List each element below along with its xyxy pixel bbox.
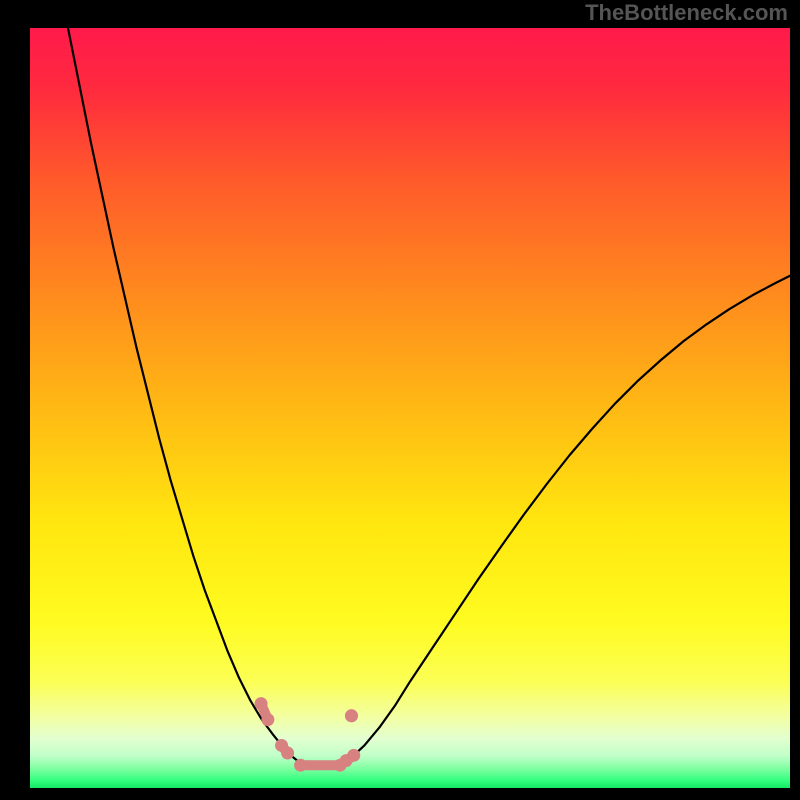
bottom-marker-cap	[261, 713, 274, 726]
plot-svg	[30, 28, 790, 788]
gradient-background	[30, 28, 790, 788]
bottom-marker-cap	[347, 749, 360, 762]
bottom-marker-cap	[294, 759, 307, 772]
bottom-marker-cap	[345, 709, 358, 722]
bottom-marker-cap	[255, 697, 268, 710]
bottom-marker-cap	[281, 747, 294, 760]
watermark-text: TheBottleneck.com	[585, 0, 788, 26]
chart-stage: TheBottleneck.com	[0, 0, 800, 800]
plot-area	[30, 28, 790, 788]
